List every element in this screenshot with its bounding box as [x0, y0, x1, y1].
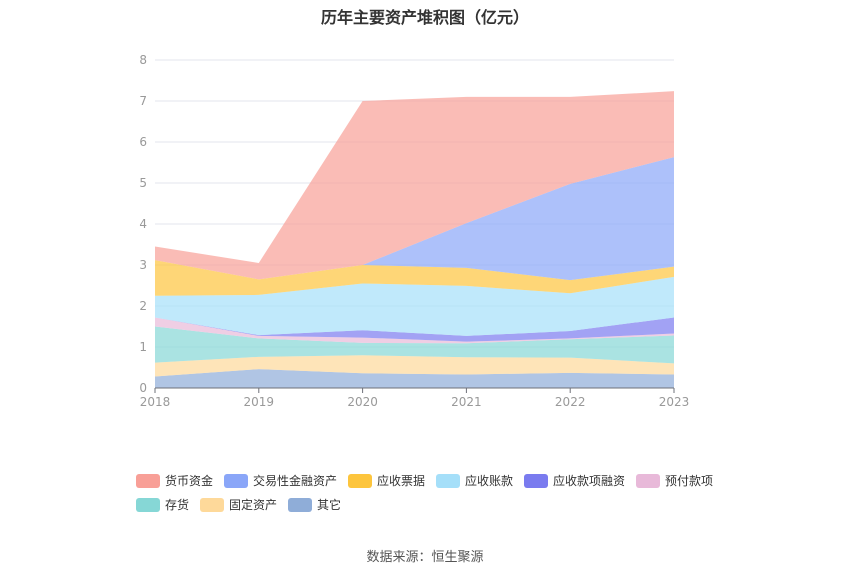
legend-item[interactable]: 交易性金融资产: [224, 472, 337, 489]
legend-item[interactable]: 应收账款: [436, 472, 513, 489]
area-其它: [155, 369, 674, 388]
x-tick-label: 2018: [140, 395, 171, 409]
legend-label: 存货: [165, 498, 190, 512]
legend-item[interactable]: 应收款项融资: [524, 472, 625, 489]
y-tick-label: 7: [139, 94, 147, 108]
x-tick-label: 2022: [555, 395, 586, 409]
area-存货: [155, 326, 674, 364]
area-应收票据: [155, 260, 674, 296]
legend-item[interactable]: 货币资金: [136, 472, 213, 489]
legend-label: 其它: [317, 498, 342, 512]
chart-title: 历年主要资产堆积图（亿元）: [320, 8, 529, 27]
legend-item[interactable]: 存货: [136, 496, 189, 513]
legend-item[interactable]: 其它: [288, 496, 341, 513]
x-tick-label: 2021: [451, 395, 482, 409]
legend-label: 交易性金融资产: [253, 474, 338, 488]
legend-label: 货币资金: [165, 474, 214, 488]
area-预付款项: [155, 317, 674, 344]
area-应收账款: [155, 276, 674, 336]
y-tick-label: 5: [139, 176, 147, 190]
y-tick-label: 6: [139, 135, 147, 149]
legend-swatch: [524, 473, 548, 488]
y-tick-label: 1: [139, 340, 147, 354]
area-应收款项融资: [155, 317, 674, 342]
area-固定资产: [155, 355, 674, 377]
legend-swatch: [288, 497, 312, 512]
legend-label: 预付款项: [665, 474, 714, 488]
legend-item[interactable]: 固定资产: [200, 496, 277, 513]
y-tick-label: 3: [139, 258, 147, 272]
legend-swatch: [200, 497, 224, 512]
legend-swatch: [136, 497, 160, 512]
x-tick-label: 2023: [659, 395, 690, 409]
y-tick-label: 8: [139, 53, 147, 67]
area-货币资金: [155, 91, 674, 280]
area-交易性金融资产: [155, 157, 674, 281]
y-tick-label: 4: [139, 217, 147, 231]
x-tick-label: 2020: [347, 395, 378, 409]
legend-swatch: [348, 473, 372, 488]
x-tick-label: 2019: [244, 395, 275, 409]
legend-label: 应收票据: [377, 474, 426, 488]
legend-swatch: [224, 473, 248, 488]
y-tick-label: 2: [139, 299, 147, 313]
stacked-area-chart: 0 1 2 3 4 5 6 7 8 2018 2019 2020 2021 2022 2023: [139, 53, 690, 409]
legend-swatch: [436, 473, 460, 488]
data-source: 数据来源：恒生聚源: [366, 550, 484, 565]
legend-label: 应收账款: [465, 474, 514, 488]
y-tick-label: 0: [139, 381, 147, 395]
legend-swatch: [136, 473, 160, 488]
legend-label: 应收款项融资: [553, 474, 626, 488]
legend-item[interactable]: 应收票据: [348, 472, 425, 489]
legend-label: 固定资产: [229, 498, 278, 512]
legend-item[interactable]: 预付款项: [636, 472, 713, 489]
legend-swatch: [636, 473, 660, 488]
